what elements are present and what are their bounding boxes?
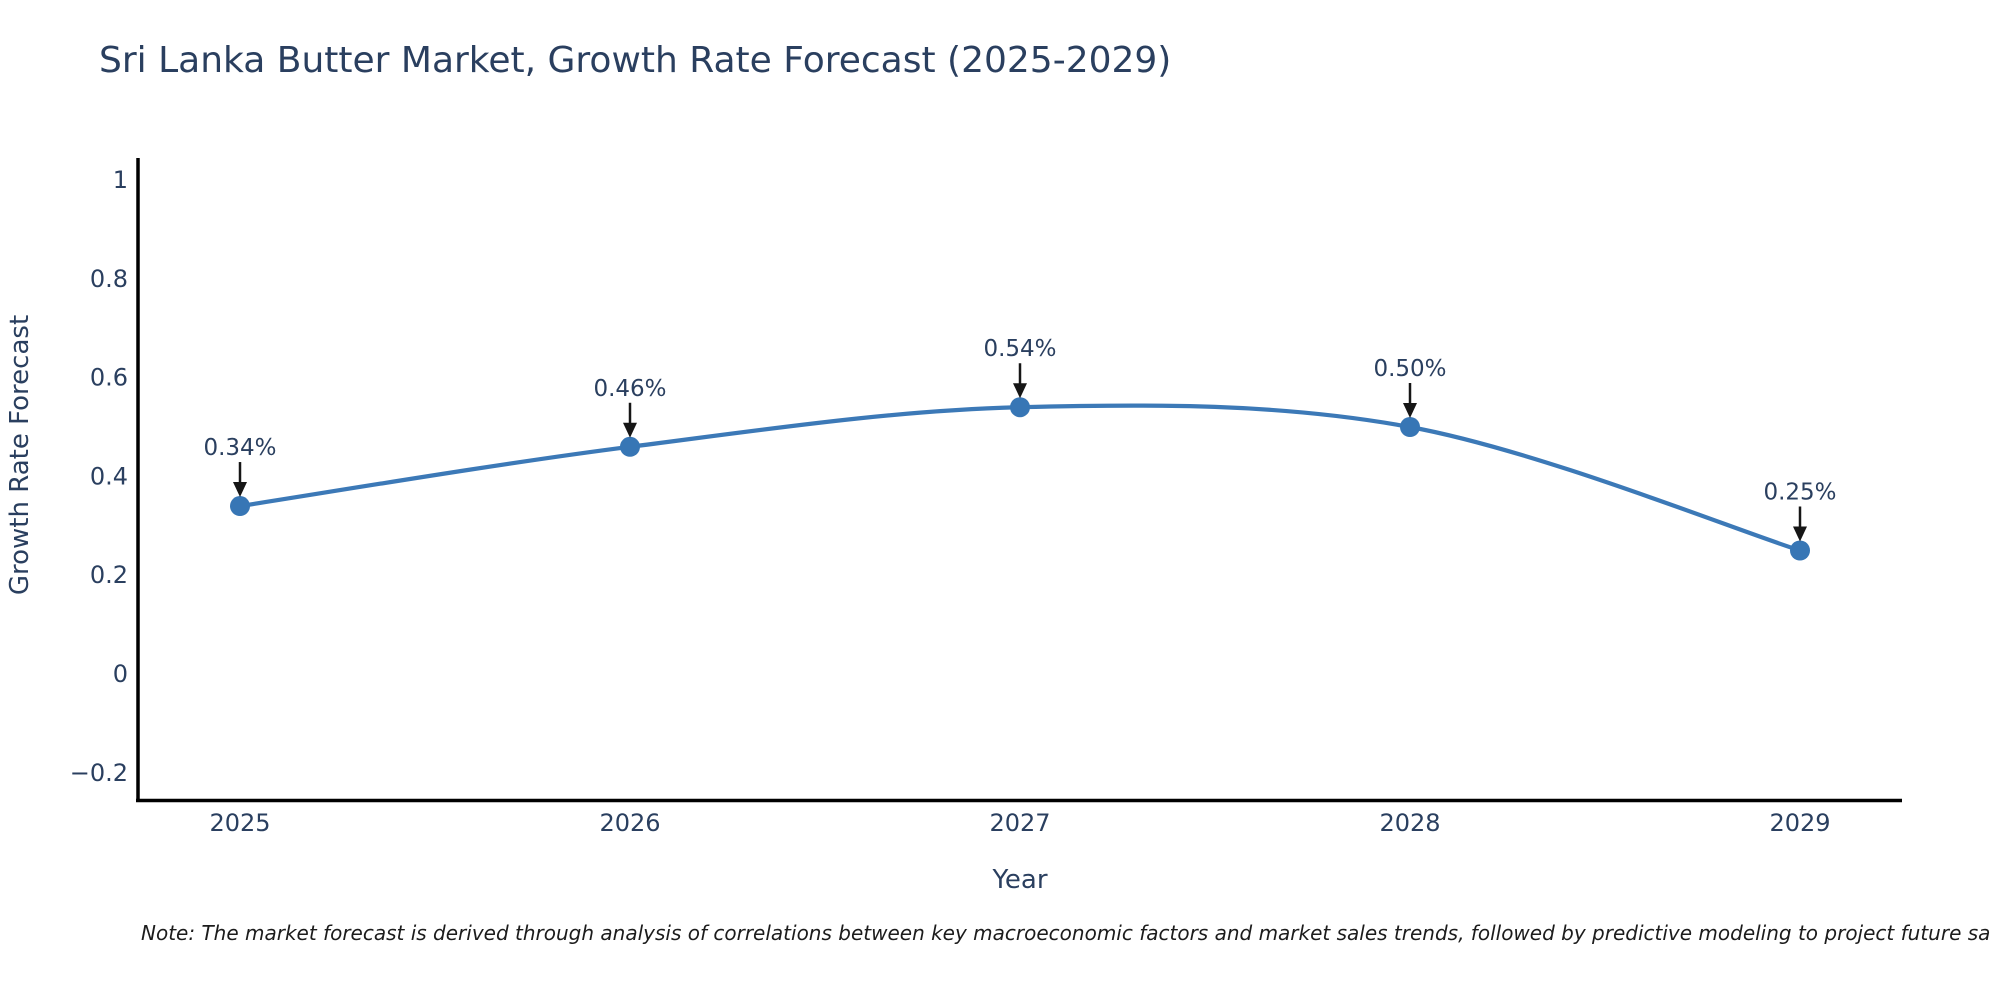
y-tick-label: −0.2 [70,759,128,787]
data-point-marker [1400,417,1420,437]
annotation-label: 0.25% [1763,480,1836,506]
x-tick-label: 2028 [1379,809,1440,837]
x-tick-label: 2026 [599,809,660,837]
footnote-text: Note: The market forecast is derived thr… [141,921,1991,945]
annotation-label: 0.50% [1373,356,1446,382]
annotation-arrowhead-icon [1013,383,1027,399]
annotation-label: 0.46% [593,376,666,402]
forecast-series-line [237,403,1803,553]
annotation-label: 0.34% [203,435,276,461]
data-point-marker [620,436,640,457]
x-axis-title: Year [991,865,1047,895]
y-tick-label: 0.4 [90,462,128,490]
y-tick-label: 0.8 [90,265,128,293]
annotation-arrowhead-icon [623,422,637,438]
annotation-arrowhead-icon [233,482,247,498]
x-tick-label: 2027 [989,809,1050,837]
annotation-label: 0.54% [983,336,1056,362]
data-point-marker [1790,540,1810,561]
y-tick-label: 0.2 [90,561,128,589]
x-tick-label: 2025 [209,809,270,837]
y-tick-label: 1 [113,166,128,194]
y-tick-label: 0.6 [90,364,128,392]
data-point-marker [230,496,250,517]
data-point-marker [1010,397,1030,418]
y-axis-title: Growth Rate Forecast [5,315,35,595]
y-tick-label: 0 [113,660,128,688]
annotation-arrowhead-icon [1403,403,1417,418]
chart-title: Sri Lanka Butter Market, Growth Rate For… [99,40,1172,81]
annotation-arrowhead-icon [1793,526,1807,542]
x-tick-label: 2029 [1769,809,1830,837]
